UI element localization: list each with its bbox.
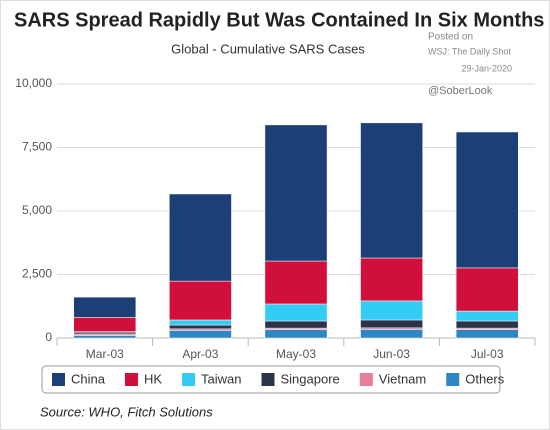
bar-segment [455, 310, 519, 322]
legend-label: HK [144, 371, 162, 386]
source: Source: WHO, Fitch Solutions [40, 404, 213, 419]
legend-swatch [359, 373, 373, 386]
y-tick-label: 10,000 [15, 76, 52, 90]
x-tick-label: May-03 [276, 347, 316, 361]
y-tick-label: 2,500 [22, 267, 52, 281]
x-tick-label: Apr-03 [182, 347, 218, 361]
bar-segment [455, 329, 519, 339]
chart-title: SARS Spread Rapidly But Was Contained In… [14, 9, 544, 31]
legend-swatch [124, 373, 138, 386]
bar-segment [169, 319, 232, 326]
annotation: @SoberLook [428, 85, 493, 97]
annotation: 29-Jan-2020 [461, 63, 512, 73]
bar-segment [169, 280, 232, 321]
x-tick-label: Jun-03 [373, 347, 410, 361]
annotation: WSJ: The Daily Shot [428, 46, 511, 56]
legend-swatch [52, 373, 65, 386]
legend-label: Others [465, 371, 505, 386]
bar-segment [455, 320, 519, 329]
bar-segment [264, 303, 328, 322]
bar-segment [169, 330, 232, 339]
chart-subtitle: Global - Cumulative SARS Cases [171, 41, 365, 56]
y-tick-label: 5,000 [22, 203, 52, 217]
bar-segment [455, 131, 519, 269]
x-tick-label: Jul-03 [471, 347, 504, 361]
legend-label: Singapore [281, 371, 340, 386]
bar-segment [169, 193, 232, 282]
legend-swatch [261, 373, 275, 386]
legend-swatch [446, 373, 460, 386]
y-tick-label: 0 [45, 330, 52, 344]
legend-label: Vietnam [379, 371, 426, 386]
bar-segment [360, 329, 423, 339]
bar-segment [73, 296, 137, 318]
annotation: Posted on [428, 32, 473, 43]
bar-segment [73, 331, 137, 335]
bar-segment [169, 324, 232, 330]
y-tick-label: 7,500 [22, 140, 52, 154]
bar-segment [360, 319, 423, 329]
bar-segment [264, 320, 328, 329]
legend-label: Taiwan [201, 371, 241, 386]
legend-label: China [71, 371, 106, 386]
legend-swatch [182, 373, 196, 386]
bar-segment [455, 267, 519, 312]
bar-segment [73, 317, 137, 332]
bar-segment [360, 122, 423, 259]
bar-segment [360, 300, 423, 321]
bar-segment [264, 260, 328, 305]
bar-segment [264, 124, 328, 262]
bar-segment [360, 257, 423, 302]
bar-segment [264, 329, 328, 339]
x-tick-label: Mar-03 [86, 347, 124, 361]
bar-segment [73, 335, 137, 339]
